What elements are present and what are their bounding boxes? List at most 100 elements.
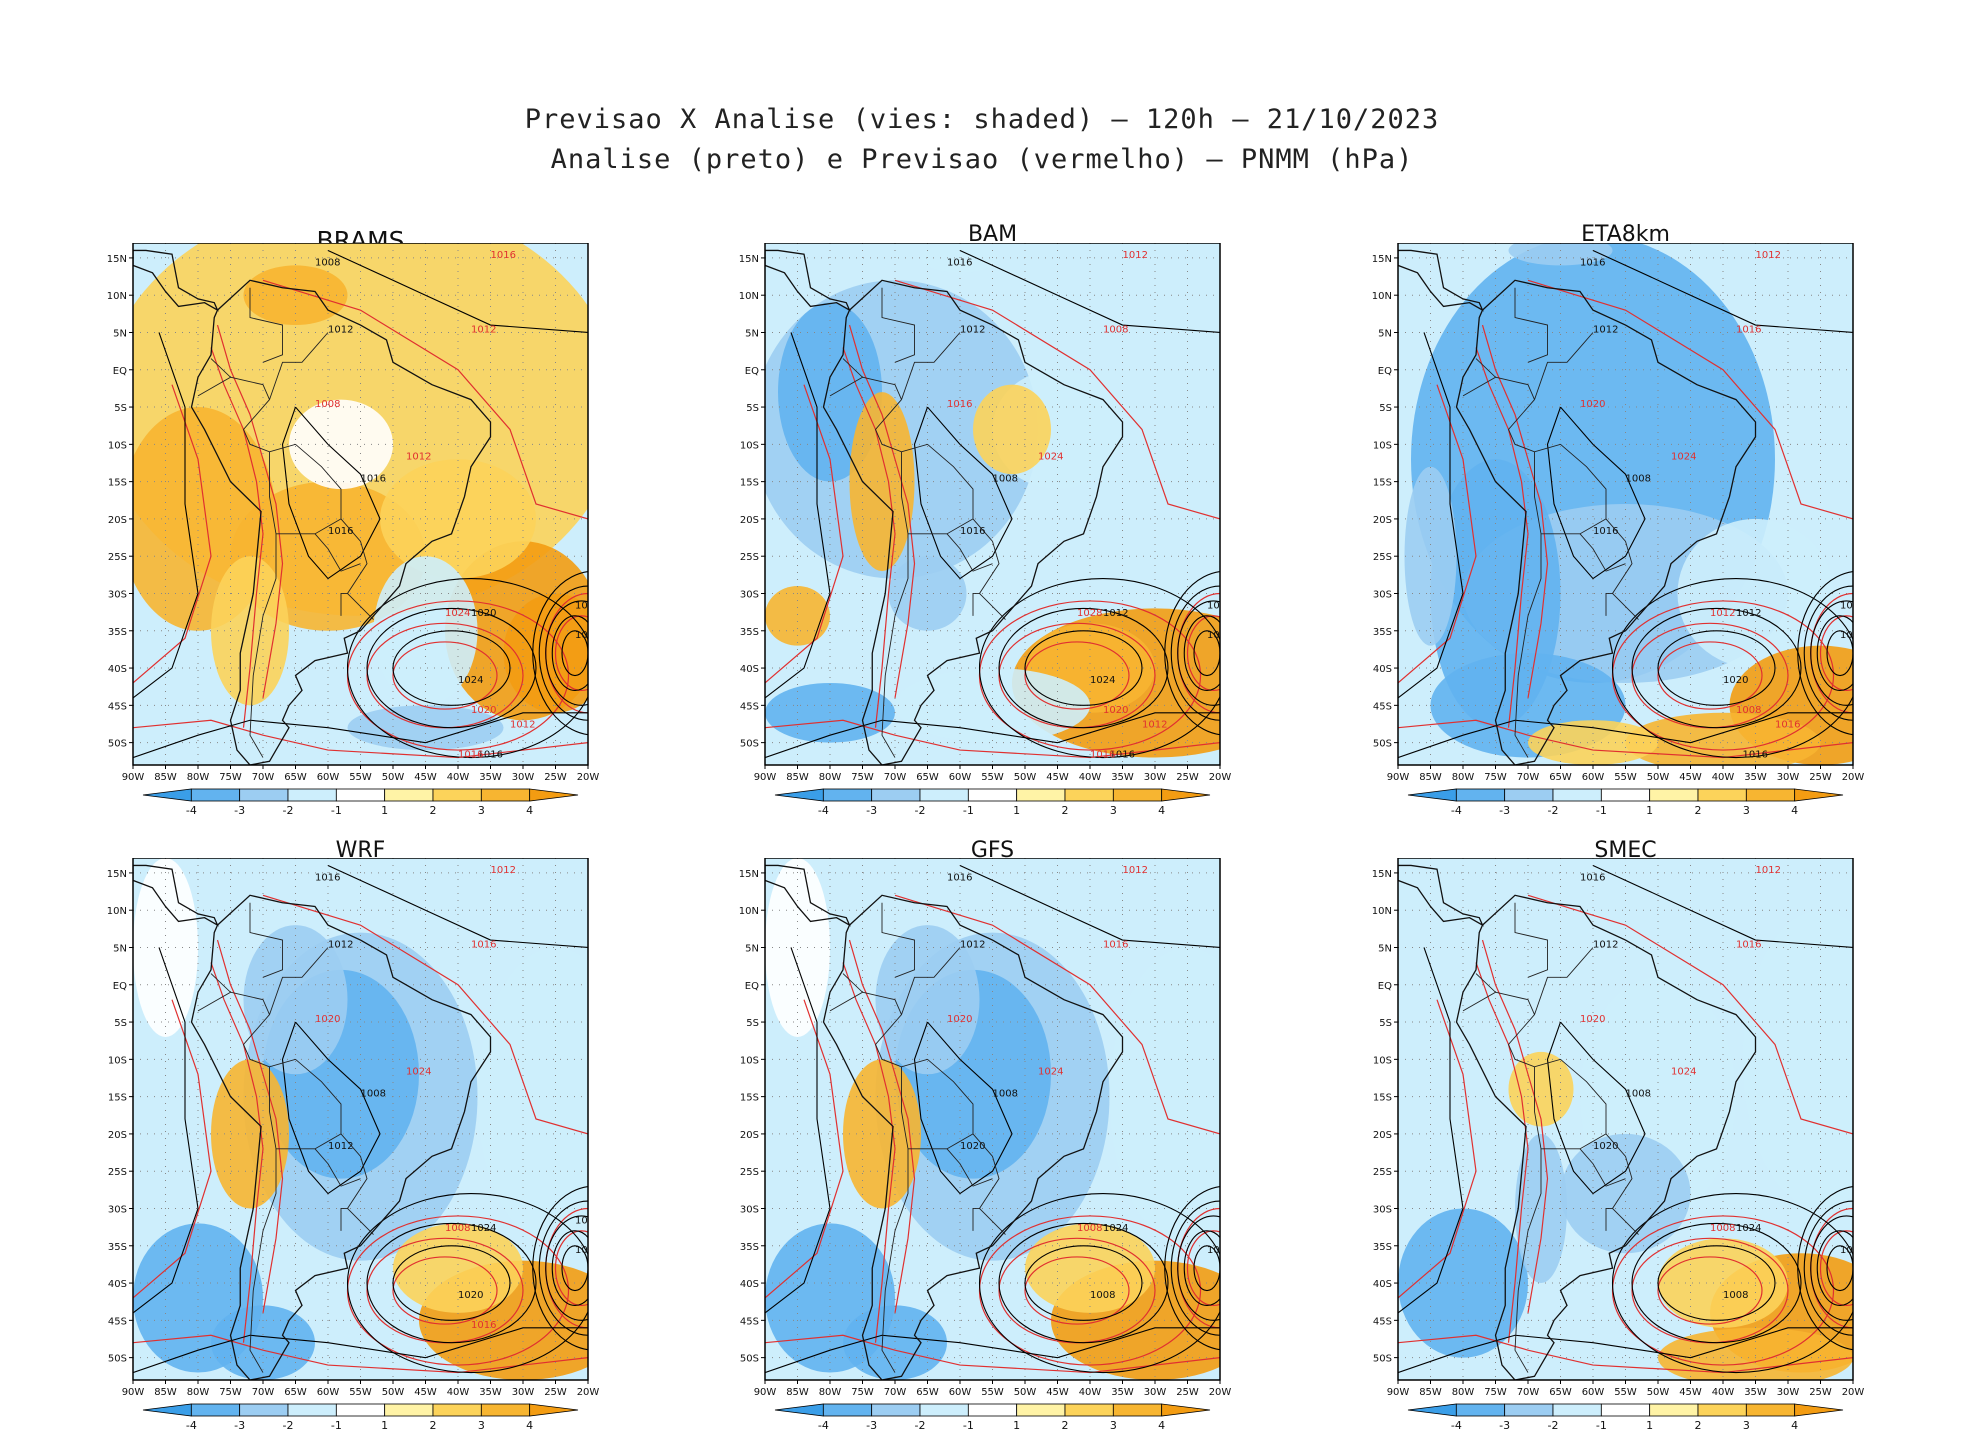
map-panel-eta8km: 1016 1012 1008 1016 1012 1020 1024 1008 1016 1012…	[1372, 243, 1864, 817]
forecast-isobar	[1527, 894, 1853, 1135]
country-border	[1514, 533, 1542, 758]
country-border	[1605, 1208, 1613, 1231]
analysis-isobar	[1826, 1245, 1853, 1292]
lon-tick-label: 20W	[1209, 1387, 1232, 1398]
analysis-isobar	[998, 607, 1169, 729]
lon-tick-label: 45W	[414, 772, 437, 783]
lon-tick-label: 20W	[1209, 772, 1232, 783]
colorbar-tick-label: 2	[1695, 804, 1702, 817]
lat-tick-label: 5N	[113, 328, 127, 339]
colorbar-tick-label: 2	[1062, 1419, 1069, 1432]
lat-tick-label: 10N	[107, 906, 127, 917]
lon-tick-label: 25W	[544, 772, 567, 783]
lat-tick-label: 10N	[739, 906, 759, 917]
lat-tick-label: 45S	[108, 701, 127, 712]
bias-shading	[843, 1305, 947, 1380]
colorbar-tick-label: 4	[1791, 1419, 1798, 1432]
forecast-isobar	[765, 1334, 1220, 1374]
forecast-isobar	[842, 347, 896, 728]
forecast-isobar	[1475, 347, 1529, 728]
colorbar-tick-label: 4	[1791, 804, 1798, 817]
analysis-isobar	[551, 1230, 588, 1306]
figure-title-line2: Analise (preto) e Previsao (vermelho) – …	[550, 144, 1414, 175]
colorbar-swatch	[1552, 788, 1602, 802]
colorbar-swatch	[335, 788, 386, 802]
forecast-isobar	[133, 1334, 588, 1374]
country-border	[314, 1148, 361, 1187]
colorbar-tick-label: -3	[234, 804, 245, 817]
isobar-label-forecast: 1024	[406, 1066, 431, 1077]
colorbar-swatch	[822, 788, 873, 802]
coastline	[133, 864, 219, 927]
analysis-isobar	[765, 947, 831, 1314]
forecast-isobar	[1186, 1230, 1220, 1307]
isobar-label-analysis: 1016	[947, 872, 972, 883]
lon-tick-label: 85W	[786, 1387, 809, 1398]
analysis-isobar	[1816, 1230, 1853, 1306]
lat-tick-label: 35S	[1373, 627, 1392, 638]
coastline	[822, 279, 1124, 765]
analysis-isobar	[978, 578, 1220, 759]
isobar-label-forecast: 1012	[1123, 865, 1148, 876]
isobar-label-analysis: 1016	[1743, 750, 1768, 761]
colorbar-tick-label: -1	[331, 1419, 342, 1432]
lon-tick-label: 60W	[1582, 772, 1605, 783]
lon-tick-label: 60W	[949, 772, 972, 783]
lat-tick-label: 50S	[1373, 1354, 1392, 1365]
colorbar-swatch	[871, 1403, 921, 1417]
colorbar-swatch	[774, 1403, 824, 1417]
lat-tick-label: 15S	[1373, 478, 1392, 489]
analysis-isobar	[1193, 630, 1220, 677]
colorbar-swatch	[1504, 1403, 1554, 1417]
lon-tick-label: 55W	[981, 1387, 1004, 1398]
colorbar-swatch	[529, 788, 579, 802]
isobar-label-analysis: 1020	[1593, 1141, 1618, 1152]
colorbar-tick-label: -2	[1548, 804, 1559, 817]
bias-shading	[1658, 1238, 1788, 1328]
lon-tick-label: 75W	[851, 1387, 874, 1398]
isobar-label-forecast: 1028	[1077, 608, 1102, 619]
colorbar-swatch	[1161, 1403, 1211, 1417]
lon-tick-label: 60W	[317, 772, 340, 783]
isobar-label-forecast: 1012	[471, 324, 496, 335]
lon-tick-label: 60W	[1582, 1387, 1605, 1398]
analysis-isobar	[133, 1327, 588, 1374]
lat-tick-label: 25S	[1373, 1167, 1392, 1178]
analysis-isobar	[1631, 1222, 1802, 1344]
lat-tick-label: 40S	[108, 1279, 127, 1290]
coastline	[822, 894, 1124, 1380]
lon-tick-label: 20W	[577, 1387, 600, 1398]
isobar-label-analysis: 1024	[471, 1223, 496, 1234]
analysis-isobar	[346, 578, 588, 759]
colorbar-swatch	[190, 788, 241, 802]
lat-tick-label: 15S	[740, 478, 759, 489]
lat-tick-label: 20S	[108, 1130, 127, 1141]
lon-tick-label: 55W	[1614, 772, 1637, 783]
isobar-label-forecast: 1012	[1756, 865, 1781, 876]
colorbar-swatch	[967, 1403, 1018, 1417]
colorbar-swatch	[1600, 1403, 1651, 1417]
colorbar-tick-label: 1	[1646, 804, 1653, 817]
country-border	[901, 451, 974, 535]
analysis-isobar	[561, 1245, 588, 1292]
analysis-isobar	[998, 1222, 1169, 1344]
colorbar-tick-label: 1	[1646, 1419, 1653, 1432]
isobar-label-forecast: 1024	[445, 608, 470, 619]
coastline	[1398, 864, 1484, 927]
forecast-isobar	[1527, 279, 1853, 520]
lat-tick-label: 10N	[1372, 906, 1392, 917]
analysis-isobar	[1592, 864, 1853, 949]
colorbar-tick-label: -3	[1499, 804, 1510, 817]
colorbar-tick-label: 1	[1013, 804, 1020, 817]
analysis-isobar	[765, 1327, 1220, 1374]
bias-shading	[1404, 466, 1457, 646]
isobar-label-analysis: 1012	[960, 939, 985, 950]
colorbar-swatch	[1407, 1403, 1457, 1417]
country-border	[1534, 451, 1607, 535]
colorbar-tick-label: -1	[331, 804, 342, 817]
bias-shading	[347, 705, 504, 751]
lon-tick-label: 55W	[349, 1387, 372, 1398]
coastline	[1455, 894, 1757, 1380]
map-panel-brams: 1008101210161016102010241004100010161016…	[107, 243, 599, 817]
lat-tick-label: 10S	[108, 440, 127, 451]
